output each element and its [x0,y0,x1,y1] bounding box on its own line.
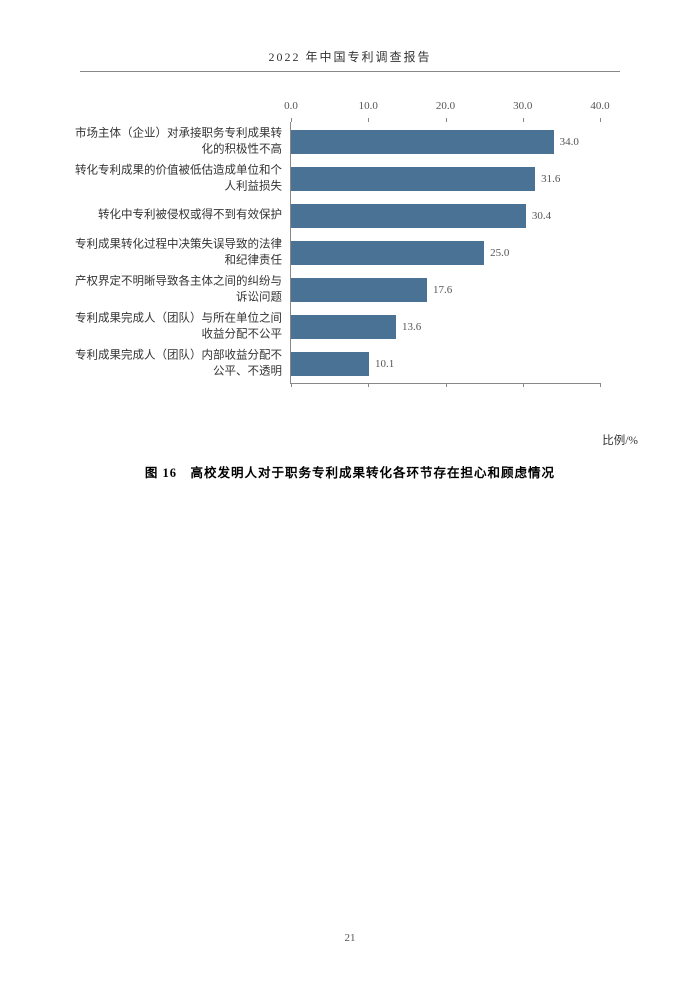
bar-value: 13.6 [402,321,421,333]
x-tick-mark [523,383,524,387]
bar-value: 25.0 [490,247,509,259]
bar-chart: 0.0 10.0 20.0 30.0 40.0 34.0 31.6 30.4 2… [70,100,630,420]
y-category-label: 专利成果转化过程中决策失误导致的法律和纪律责任 [72,237,282,268]
bar: 25.0 [291,241,484,265]
x-tick-mark [291,383,292,387]
bar-value: 10.1 [375,358,394,370]
y-category-label: 专利成果完成人（团队）与所在单位之间收益分配不公平 [72,311,282,342]
x-tick-label: 20.0 [436,100,455,112]
x-tick-mark [368,118,369,122]
y-category-label: 市场主体（企业）对承接职务专利成果转化的积极性不高 [72,126,282,157]
bar: 10.1 [291,352,369,376]
page-number: 21 [0,932,700,944]
bar-value: 34.0 [560,136,579,148]
x-tick-label: 40.0 [590,100,609,112]
x-tick-label: 0.0 [284,100,298,112]
x-tick-mark [523,118,524,122]
bar: 31.6 [291,167,535,191]
axis-unit-label: 比例/% [602,432,638,448]
y-category-label: 转化专利成果的价值被低估造成单位和个人利益损失 [72,163,282,194]
y-category-label: 专利成果完成人（团队）内部收益分配不公平、不透明 [72,348,282,379]
figure-caption: 图 16 高校发明人对于职务专利成果转化各环节存在担心和顾虑情况 [0,462,700,481]
x-tick-mark [446,118,447,122]
x-tick-label: 10.0 [359,100,378,112]
x-tick-mark [600,118,601,122]
plot-area: 0.0 10.0 20.0 30.0 40.0 34.0 31.6 30.4 2… [290,122,600,384]
bar-value: 17.6 [433,284,452,296]
x-tick-label: 30.0 [513,100,532,112]
bar: 17.6 [291,278,427,302]
x-tick-mark [368,383,369,387]
x-tick-mark [600,383,601,387]
x-tick-mark [446,383,447,387]
bar-value: 31.6 [541,173,560,185]
bar: 13.6 [291,315,396,339]
header-title: 2022 年中国专利调查报告 [268,50,431,64]
bar-value: 30.4 [532,210,551,222]
header-rule [80,71,620,72]
y-category-label: 产权界定不明晰导致各主体之间的纠纷与诉讼问题 [72,274,282,305]
page-header: 2022 年中国专利调查报告 [0,0,700,72]
bar: 34.0 [291,130,554,154]
bar: 30.4 [291,204,526,228]
y-category-label: 转化中专利被侵权或得不到有效保护 [72,208,282,224]
x-tick-mark [291,118,292,122]
